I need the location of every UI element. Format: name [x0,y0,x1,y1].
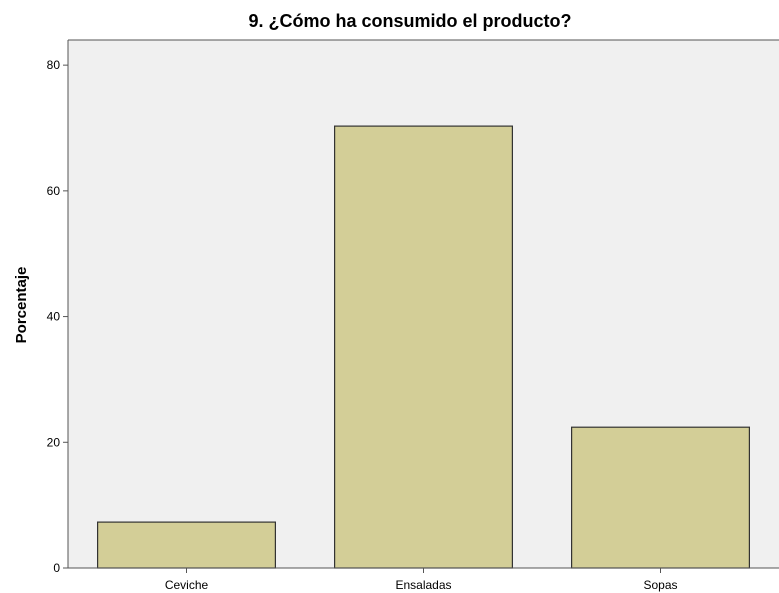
bar-ensaladas [334,125,514,569]
bar-ceviche [96,521,277,569]
chart-title: 9. ¿Cómo ha consumido el producto? [248,11,571,31]
axes-group: 0 20 40 60 80 Ceviche Ensaladas Sopas [47,39,779,592]
y-tick-label: 40 [47,310,61,324]
bars-group [96,125,750,569]
y-tick-label: 20 [47,435,61,449]
x-tick-label-ceviche: Ceviche [165,578,209,592]
y-axis-label: Porcentaje [13,267,30,344]
y-tick-label: 80 [47,58,61,72]
y-tick-label: 0 [53,561,60,575]
y-tick-label: 60 [47,184,61,198]
x-tick-label-ensaladas: Ensaladas [395,578,451,592]
bar-sopas [570,426,750,569]
x-tick-label-sopas: Sopas [643,578,677,592]
